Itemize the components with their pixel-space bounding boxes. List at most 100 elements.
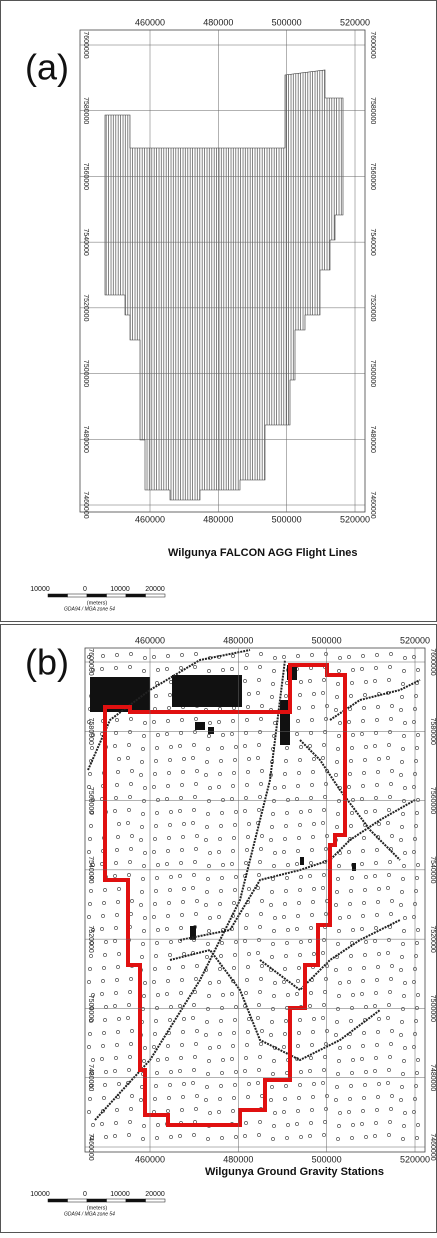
station xyxy=(102,1096,105,1099)
station xyxy=(272,1059,275,1062)
station xyxy=(323,1120,326,1123)
y-tick-label: 7560000 xyxy=(87,787,94,814)
x-tick-label: 480000 xyxy=(203,17,233,27)
station xyxy=(338,721,341,724)
station xyxy=(221,993,224,996)
station xyxy=(403,1111,406,1114)
station xyxy=(182,1082,185,1085)
station xyxy=(360,1122,363,1125)
y-tick-label: 7600000 xyxy=(87,648,94,675)
station xyxy=(364,1070,367,1073)
station xyxy=(260,704,263,707)
station xyxy=(155,941,158,944)
station xyxy=(373,1069,376,1072)
station xyxy=(272,929,275,932)
station xyxy=(349,694,352,697)
station xyxy=(273,916,276,919)
station xyxy=(207,669,210,672)
station xyxy=(374,926,377,929)
station xyxy=(243,809,246,812)
station xyxy=(298,888,301,891)
station xyxy=(244,796,247,799)
station xyxy=(297,706,300,709)
station xyxy=(416,733,419,736)
station xyxy=(243,1069,246,1072)
station xyxy=(168,758,171,761)
station xyxy=(247,757,250,760)
station xyxy=(178,1134,181,1137)
y-tick-label: 7500000 xyxy=(82,360,89,387)
station xyxy=(140,955,143,958)
y-tick-label: 7540000 xyxy=(369,229,376,256)
station xyxy=(299,810,302,813)
station xyxy=(156,928,159,931)
y-tick-label: 7480000 xyxy=(429,1064,436,1091)
station xyxy=(115,978,118,981)
station xyxy=(270,825,273,828)
station xyxy=(100,1057,103,1060)
station xyxy=(169,810,172,813)
station xyxy=(403,656,406,659)
station xyxy=(387,938,390,941)
station xyxy=(402,734,405,737)
station xyxy=(273,1111,276,1114)
station xyxy=(192,1068,195,1071)
station xyxy=(312,822,315,825)
station xyxy=(259,977,262,980)
station xyxy=(114,861,117,864)
station xyxy=(244,991,247,994)
station xyxy=(360,862,363,865)
station xyxy=(360,927,363,930)
station xyxy=(295,862,298,865)
station xyxy=(375,913,378,916)
station xyxy=(308,744,311,747)
station xyxy=(387,1133,390,1136)
station xyxy=(386,1016,389,1019)
station xyxy=(113,809,116,812)
station xyxy=(271,1137,274,1140)
station xyxy=(257,938,260,941)
x-tick-label: 460000 xyxy=(135,635,165,645)
station xyxy=(273,851,276,854)
station xyxy=(117,1082,120,1085)
station xyxy=(104,1005,107,1008)
station xyxy=(324,912,327,915)
station xyxy=(256,1081,259,1084)
station xyxy=(192,1133,195,1136)
station xyxy=(375,978,378,981)
station xyxy=(390,899,393,902)
station xyxy=(272,1124,275,1127)
station xyxy=(362,836,365,839)
station xyxy=(321,1081,324,1084)
station xyxy=(180,783,183,786)
station xyxy=(296,849,299,852)
station xyxy=(351,798,354,801)
station xyxy=(402,994,405,997)
station xyxy=(350,876,353,879)
station xyxy=(323,730,326,733)
station xyxy=(324,717,327,720)
station xyxy=(282,1110,285,1113)
station xyxy=(166,849,169,852)
station xyxy=(387,873,390,876)
station xyxy=(207,1059,210,1062)
station xyxy=(335,1020,338,1023)
station xyxy=(402,1124,405,1127)
station xyxy=(206,812,209,815)
station xyxy=(231,1109,234,1112)
station xyxy=(258,1120,261,1123)
station xyxy=(141,812,144,815)
station xyxy=(178,809,181,812)
station xyxy=(348,1097,351,1100)
station xyxy=(256,691,259,694)
station xyxy=(221,733,224,736)
station xyxy=(311,1030,314,1033)
station xyxy=(338,1046,341,1049)
station xyxy=(297,1031,300,1034)
station xyxy=(128,1055,131,1058)
station xyxy=(311,770,314,773)
station xyxy=(244,861,247,864)
station xyxy=(194,717,197,720)
station xyxy=(334,708,337,711)
station xyxy=(87,1045,90,1048)
